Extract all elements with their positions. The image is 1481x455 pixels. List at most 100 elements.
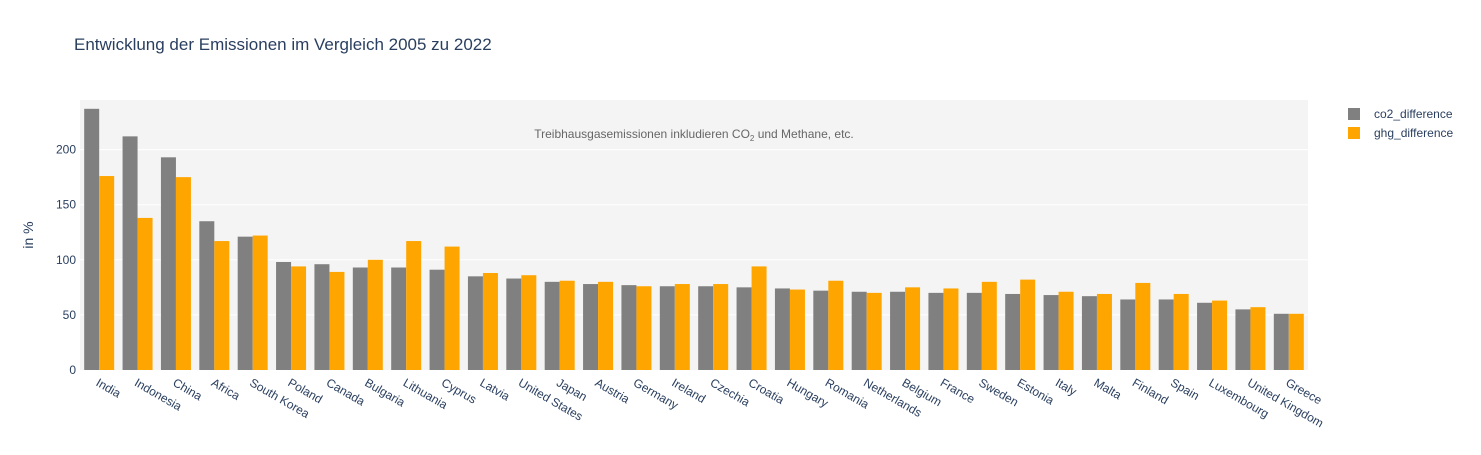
bar-ghg_difference-united-kingdom[interactable] [1250,307,1266,370]
bar-ghg_difference-luxembourg[interactable] [1212,300,1228,370]
x-tick-label: Bulgaria [362,375,407,409]
bar-co2_difference-latvia[interactable] [467,276,483,370]
bar-ghg_difference-indonesia[interactable] [137,217,153,370]
x-tick-label: Hungary [784,375,830,410]
bar-ghg_difference-sweden[interactable] [981,281,997,370]
bar-co2_difference-africa[interactable] [199,221,215,370]
chart-title: Entwicklung der Emissionen im Vergleich … [74,35,492,54]
bars [84,108,1304,370]
bar-co2_difference-austria[interactable] [583,284,599,370]
annotation-text-after: und Methane, etc. [754,127,853,141]
bar-ghg_difference-netherlands[interactable] [866,292,882,370]
y-axis-ticks: 0 50 100 150 200 [56,143,76,377]
bar-co2_difference-italy[interactable] [1043,295,1059,370]
legend-swatch-ghg_difference[interactable] [1348,127,1360,139]
bar-co2_difference-france[interactable] [928,292,944,370]
bar-ghg_difference-poland[interactable] [291,266,307,370]
bar-ghg_difference-italy[interactable] [1058,291,1074,370]
bar-co2_difference-romania[interactable] [813,290,829,370]
bar-co2_difference-india[interactable] [84,108,100,370]
bar-co2_difference-spain[interactable] [1158,299,1174,370]
legend-label-ghg_difference[interactable]: ghg_difference [1374,126,1454,140]
annotation-text-before: Treibhausgasemissionen inkludieren CO [534,127,750,141]
x-tick-label: Croatia [746,375,787,407]
x-tick-label: Italy [1053,375,1079,398]
bar-co2_difference-greece[interactable] [1273,313,1289,370]
x-tick-label: Czechia [708,375,753,409]
bar-co2_difference-netherlands[interactable] [851,291,867,370]
bar-ghg_difference-latvia[interactable] [482,273,498,370]
bar-ghg_difference-japan[interactable] [559,280,575,370]
x-tick-label: Africa [209,375,243,403]
bar-ghg_difference-lithuania[interactable] [406,241,422,370]
bar-ghg_difference-czechia[interactable] [713,284,729,370]
annotation-subscript: 2 [750,134,755,143]
bar-co2_difference-czechia[interactable] [698,286,714,370]
bar-co2_difference-estonia[interactable] [1005,293,1021,370]
y-axis-label: in % [20,221,36,248]
bar-co2_difference-sweden[interactable] [966,292,982,370]
y-tick-label: 100 [56,253,76,267]
bar-ghg_difference-cyprus[interactable] [444,246,460,370]
bar-ghg_difference-germany[interactable] [636,286,652,370]
bar-ghg_difference-austria[interactable] [598,281,614,370]
bar-ghg_difference-hungary[interactable] [789,289,805,370]
legend[interactable]: co2_difference ghg_difference [1348,107,1454,140]
x-tick-label: Estonia [1015,375,1057,407]
bar-ghg_difference-united-states[interactable] [521,275,537,370]
x-tick-label: Sweden [976,375,1021,409]
bar-ghg_difference-china[interactable] [175,177,191,370]
x-tick-label: Malta [1091,375,1124,402]
legend-label-co2_difference[interactable]: co2_difference [1374,107,1453,121]
bar-co2_difference-luxembourg[interactable] [1197,302,1213,370]
x-tick-label: India [94,375,124,400]
bar-co2_difference-cyprus[interactable] [429,269,445,370]
bar-co2_difference-lithuania[interactable] [391,267,407,370]
bar-ghg_difference-india[interactable] [99,176,115,370]
x-tick-label: Canada [324,375,368,408]
x-tick-label: Spain [1168,375,1202,402]
bar-co2_difference-finland[interactable] [1120,299,1136,370]
bar-ghg_difference-romania[interactable] [828,280,844,370]
y-tick-label: 150 [56,198,76,212]
x-tick-label: Finland [1130,375,1171,407]
bar-ghg_difference-belgium[interactable] [905,287,921,370]
bar-co2_difference-hungary[interactable] [774,288,790,370]
bar-ghg_difference-bulgaria[interactable] [367,259,383,370]
bar-ghg_difference-spain[interactable] [1173,293,1189,370]
y-tick-label: 50 [63,308,77,322]
bar-ghg_difference-estonia[interactable] [1020,279,1036,370]
bar-co2_difference-ireland[interactable] [659,286,675,370]
bar-co2_difference-malta[interactable] [1081,296,1097,370]
bar-ghg_difference-greece[interactable] [1288,313,1304,370]
bar-ghg_difference-ireland[interactable] [674,284,690,370]
bar-co2_difference-germany[interactable] [621,285,637,370]
x-tick-label: Latvia [477,375,512,403]
bar-co2_difference-united-states[interactable] [506,278,522,370]
bar-co2_difference-south-korea[interactable] [237,236,253,370]
bar-ghg_difference-france[interactable] [943,288,959,370]
bar-ghg_difference-africa[interactable] [214,241,230,370]
bar-co2_difference-poland[interactable] [276,262,292,370]
chart-annotation: Treibhausgasemissionen inkludieren CO2 u… [534,127,854,143]
bar-ghg_difference-south-korea[interactable] [252,235,268,370]
bar-ghg_difference-malta[interactable] [1096,293,1112,370]
bar-co2_difference-belgium[interactable] [890,291,906,370]
bar-co2_difference-china[interactable] [160,157,176,370]
bar-co2_difference-bulgaria[interactable] [352,267,368,370]
bar-co2_difference-croatia[interactable] [736,287,752,370]
bar-ghg_difference-croatia[interactable] [751,266,767,370]
bar-co2_difference-indonesia[interactable] [122,136,138,370]
bar-co2_difference-japan[interactable] [544,281,560,370]
legend-swatch-co2_difference[interactable] [1348,108,1360,120]
bar-ghg_difference-finland[interactable] [1135,282,1151,370]
bar-co2_difference-united-kingdom[interactable] [1235,309,1251,370]
y-tick-label: 200 [56,143,76,157]
x-tick-label: France [938,375,978,406]
bar-ghg_difference-canada[interactable] [329,271,345,370]
y-tick-label: 0 [69,363,76,377]
bar-co2_difference-canada[interactable] [314,264,330,370]
